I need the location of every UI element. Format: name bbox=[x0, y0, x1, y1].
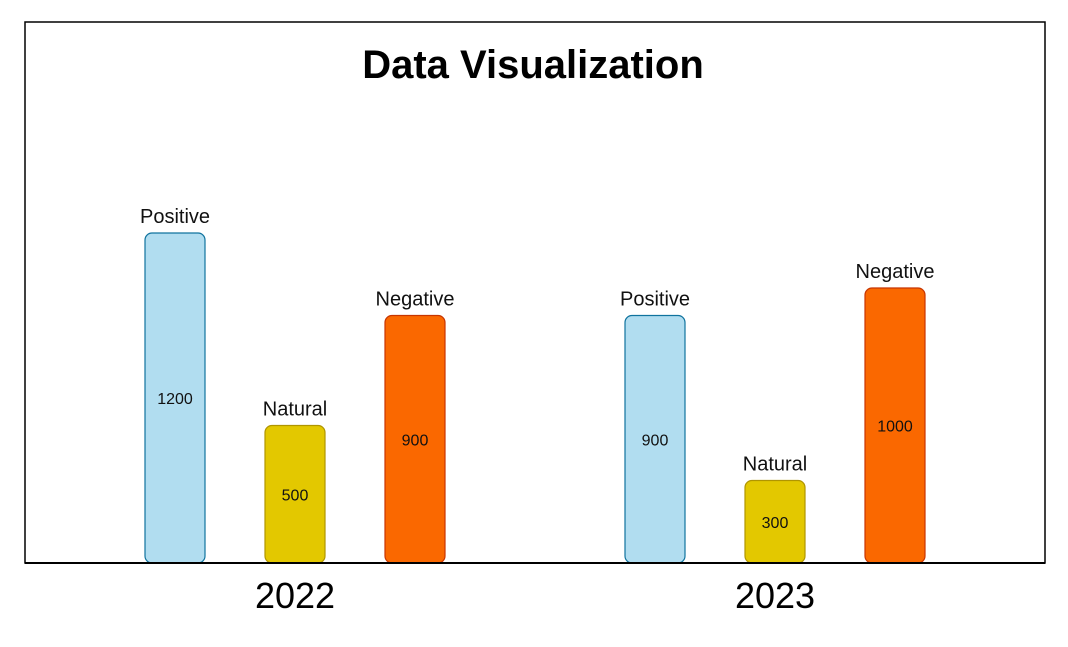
category-label-2022: 2022 bbox=[255, 575, 335, 616]
bar-value-natural-2023: 300 bbox=[762, 515, 789, 532]
bar-label-natural-2022: Natural bbox=[263, 399, 327, 421]
bar-label-positive-2023: Positive bbox=[620, 289, 690, 311]
bars-layer: 1200 Positive 500 Natural 900 Negative 900 Posi… bbox=[140, 206, 935, 564]
bar-value-positive-2023: 900 bbox=[642, 432, 669, 449]
bar-label-natural-2023: Natural bbox=[743, 454, 807, 476]
bar-value-negative-2023: 1000 bbox=[877, 419, 913, 436]
bar-label-positive-2022: Positive bbox=[140, 206, 210, 228]
bar-value-negative-2022: 900 bbox=[402, 432, 429, 449]
bar-value-positive-2022: 1200 bbox=[157, 391, 193, 408]
group-labels-layer: 2022 2023 bbox=[255, 575, 815, 616]
bar-value-natural-2022: 500 bbox=[282, 487, 309, 504]
bar-label-negative-2022: Negative bbox=[376, 289, 455, 311]
chart-title: Data Visualization bbox=[362, 43, 704, 87]
category-label-2023: 2023 bbox=[735, 575, 815, 616]
bar-label-negative-2023: Negative bbox=[856, 261, 935, 283]
